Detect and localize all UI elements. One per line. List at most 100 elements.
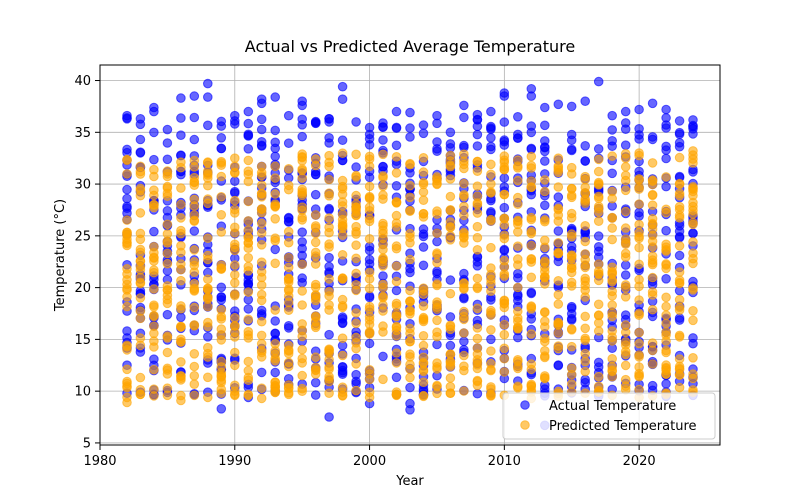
point-predicted (243, 330, 254, 340)
point-predicted (472, 232, 483, 243)
point-predicted (230, 360, 240, 371)
point-predicted (310, 160, 321, 171)
point-predicted (405, 336, 415, 347)
point-predicted (418, 331, 429, 341)
point-actual (378, 135, 388, 145)
legend-marker-predicted (520, 420, 530, 430)
point-predicted (459, 328, 469, 338)
point-predicted (553, 182, 564, 192)
point-predicted (162, 248, 173, 259)
point-predicted (553, 299, 564, 309)
point-actual (647, 134, 658, 145)
point-predicted (405, 205, 415, 216)
point-predicted (378, 239, 388, 250)
point-predicted (203, 170, 213, 180)
point-actual (513, 273, 523, 283)
point-predicted (256, 180, 267, 190)
scatter-points (122, 76, 698, 431)
point-predicted (310, 365, 321, 376)
point-actual (135, 114, 146, 124)
point-predicted (176, 162, 186, 173)
point-predicted (230, 278, 240, 288)
point-predicted (418, 167, 429, 177)
point-predicted (364, 283, 375, 294)
point-actual (526, 127, 537, 138)
point-actual (256, 124, 267, 135)
point-predicted (176, 395, 186, 406)
point-predicted (162, 369, 173, 379)
point-predicted (445, 217, 456, 227)
point-actual (162, 154, 173, 165)
point-predicted (283, 286, 294, 296)
point-actual (607, 141, 618, 151)
point-predicted (391, 152, 402, 162)
point-actual (243, 106, 254, 117)
point-predicted (634, 148, 644, 158)
point-predicted (189, 245, 200, 255)
point-actual (674, 232, 685, 243)
point-predicted (418, 377, 429, 388)
point-predicted (634, 352, 644, 362)
point-predicted (620, 292, 631, 302)
point-predicted (418, 153, 429, 163)
point-predicted (472, 357, 483, 368)
point-predicted (310, 282, 321, 293)
point-predicted (540, 271, 550, 282)
point-predicted (122, 237, 132, 248)
point-predicted (526, 212, 537, 223)
point-actual (378, 351, 388, 362)
point-actual (486, 133, 496, 143)
point-predicted (553, 290, 564, 300)
point-predicted (634, 259, 644, 270)
point-predicted (647, 272, 658, 283)
point-actual (674, 313, 685, 323)
point-predicted (634, 174, 644, 184)
point-actual (149, 154, 159, 165)
point-actual (351, 162, 361, 172)
point-actual (674, 129, 685, 139)
point-actual (459, 292, 469, 303)
point-actual (472, 121, 483, 132)
point-predicted (203, 372, 213, 383)
point-actual (216, 133, 227, 143)
point-actual (486, 334, 496, 345)
point-predicted (351, 359, 361, 369)
point-actual (620, 270, 631, 280)
point-predicted (378, 374, 388, 385)
point-actual (324, 114, 334, 124)
point-predicted (283, 262, 294, 273)
point-predicted (553, 247, 564, 258)
point-predicted (364, 181, 375, 192)
point-predicted (580, 292, 591, 302)
point-predicted (445, 231, 456, 241)
point-predicted (243, 266, 254, 276)
legend-box (502, 392, 716, 440)
point-predicted (688, 209, 698, 219)
point-predicted (122, 215, 132, 225)
point-predicted (203, 321, 213, 332)
point-predicted (230, 167, 240, 178)
point-predicted (243, 196, 254, 207)
point-actual (472, 129, 483, 140)
point-predicted (135, 389, 146, 400)
point-actual (135, 134, 146, 145)
point-predicted (526, 160, 537, 171)
point-actual (445, 127, 456, 138)
point-predicted (337, 221, 348, 231)
point-predicted (661, 345, 671, 356)
point-predicted (418, 314, 429, 324)
point-predicted (405, 192, 415, 203)
point-predicted (230, 313, 240, 323)
point-predicted (283, 345, 294, 355)
point-predicted (459, 210, 469, 221)
point-actual (472, 109, 483, 120)
point-predicted (486, 179, 496, 189)
point-predicted (674, 241, 685, 251)
point-predicted (634, 310, 644, 321)
point-predicted (283, 184, 294, 195)
point-actual (203, 332, 213, 342)
point-predicted (445, 373, 456, 383)
point-actual (189, 134, 200, 145)
point-predicted (351, 190, 361, 201)
point-predicted (566, 250, 577, 260)
